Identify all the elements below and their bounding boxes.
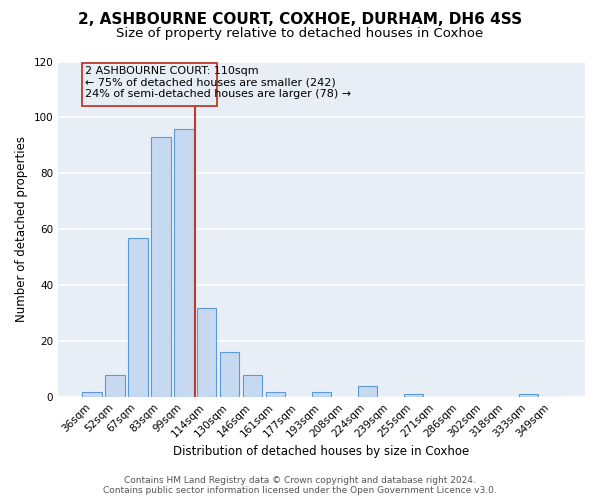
FancyBboxPatch shape [82, 63, 217, 106]
Bar [174, 128, 194, 397]
Text: Contains HM Land Registry data © Crown copyright and database right 2024.: Contains HM Land Registry data © Crown c… [124, 476, 476, 485]
Bar [404, 394, 423, 397]
Bar [220, 352, 239, 397]
Bar [82, 392, 101, 397]
Bar [266, 392, 286, 397]
Text: 2 ASHBOURNE COURT: 110sqm: 2 ASHBOURNE COURT: 110sqm [85, 66, 259, 76]
Text: 2, ASHBOURNE COURT, COXHOE, DURHAM, DH6 4SS: 2, ASHBOURNE COURT, COXHOE, DURHAM, DH6 … [78, 12, 522, 28]
Bar [151, 137, 170, 397]
Bar [128, 238, 148, 397]
Bar [312, 392, 331, 397]
Text: 24% of semi-detached houses are larger (78) →: 24% of semi-detached houses are larger (… [85, 89, 351, 99]
Y-axis label: Number of detached properties: Number of detached properties [15, 136, 28, 322]
Bar [105, 375, 125, 397]
Bar [243, 375, 262, 397]
Bar [358, 386, 377, 397]
Text: ← 75% of detached houses are smaller (242): ← 75% of detached houses are smaller (24… [85, 78, 336, 88]
Text: Size of property relative to detached houses in Coxhoe: Size of property relative to detached ho… [116, 28, 484, 40]
X-axis label: Distribution of detached houses by size in Coxhoe: Distribution of detached houses by size … [173, 444, 470, 458]
Bar [197, 308, 217, 397]
Text: Contains public sector information licensed under the Open Government Licence v3: Contains public sector information licen… [103, 486, 497, 495]
Bar [518, 394, 538, 397]
